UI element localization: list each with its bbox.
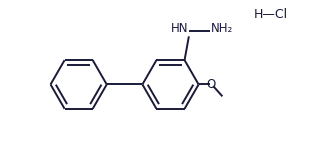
Text: HN: HN xyxy=(171,22,188,35)
Text: H—Cl: H—Cl xyxy=(253,8,288,21)
Text: NH₂: NH₂ xyxy=(210,22,233,35)
Text: O: O xyxy=(206,78,215,91)
